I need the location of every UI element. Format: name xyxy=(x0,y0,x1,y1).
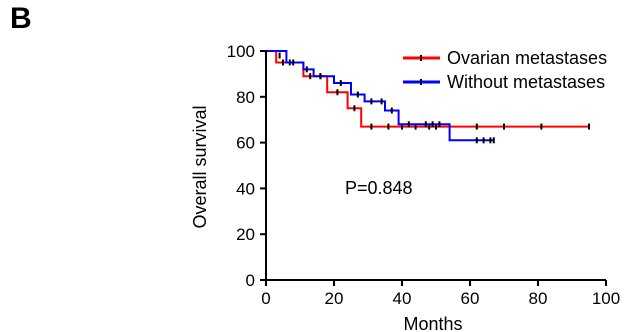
series-1-line xyxy=(266,50,589,128)
legend-label-1: Ovarian metastases xyxy=(447,48,607,68)
legend: Ovarian metastases Without metastases xyxy=(403,48,607,92)
x-tick-label: 0 xyxy=(261,289,270,308)
legend-label-2: Without metastases xyxy=(447,72,605,92)
y-tick-label: 100 xyxy=(227,42,255,61)
x-tick-label: 60 xyxy=(461,289,480,308)
x-tick-label: 100 xyxy=(592,289,620,308)
series-2-line xyxy=(266,50,494,142)
y-tick-label: 0 xyxy=(246,271,255,290)
y-tick-label: 80 xyxy=(236,88,255,107)
panel-label: B xyxy=(10,2,32,35)
x-tick-label: 80 xyxy=(529,289,548,308)
x-axis-label: Months xyxy=(403,314,462,332)
x-tick-label: 40 xyxy=(393,289,412,308)
y-tick-label: 20 xyxy=(236,225,255,244)
y-axis-label: Overall survival xyxy=(190,105,210,228)
x-tick-label: 20 xyxy=(325,289,344,308)
y-tick-label: 40 xyxy=(236,179,255,198)
axes: 0 20 40 60 80 100 0 20 40 60 80 100 xyxy=(227,42,621,308)
p-value-annotation: P=0.848 xyxy=(345,178,413,198)
y-tick-label: 60 xyxy=(236,134,255,153)
series-layer xyxy=(266,50,590,144)
